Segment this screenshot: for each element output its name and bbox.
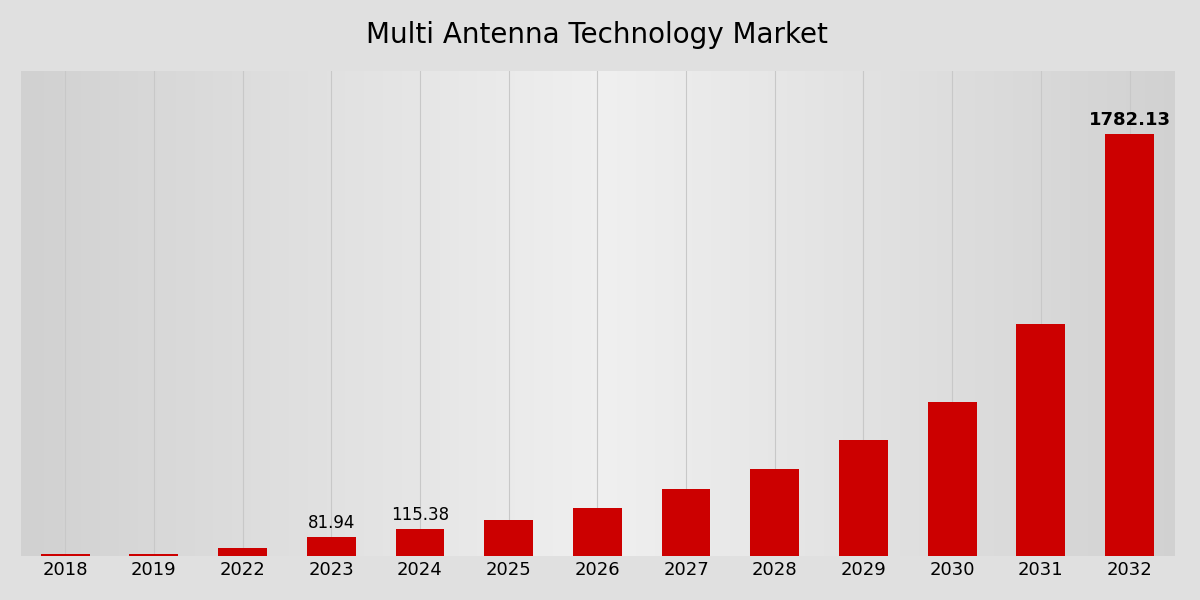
Bar xyxy=(1105,134,1154,556)
Bar xyxy=(485,520,533,556)
Bar xyxy=(572,508,622,556)
Bar xyxy=(307,537,355,556)
Bar xyxy=(750,469,799,556)
Title: Multi Antenna Technology Market: Multi Antenna Technology Market xyxy=(366,21,828,49)
Text: 115.38: 115.38 xyxy=(391,506,449,524)
Text: 81.94: 81.94 xyxy=(307,514,355,532)
Bar xyxy=(218,548,266,556)
Text: 1782.13: 1782.13 xyxy=(1088,111,1170,129)
Bar xyxy=(41,554,90,556)
Bar xyxy=(130,554,179,556)
Bar xyxy=(839,440,888,556)
Bar xyxy=(396,529,444,556)
Bar xyxy=(661,489,710,556)
Bar xyxy=(1016,324,1066,556)
Bar xyxy=(928,402,977,556)
